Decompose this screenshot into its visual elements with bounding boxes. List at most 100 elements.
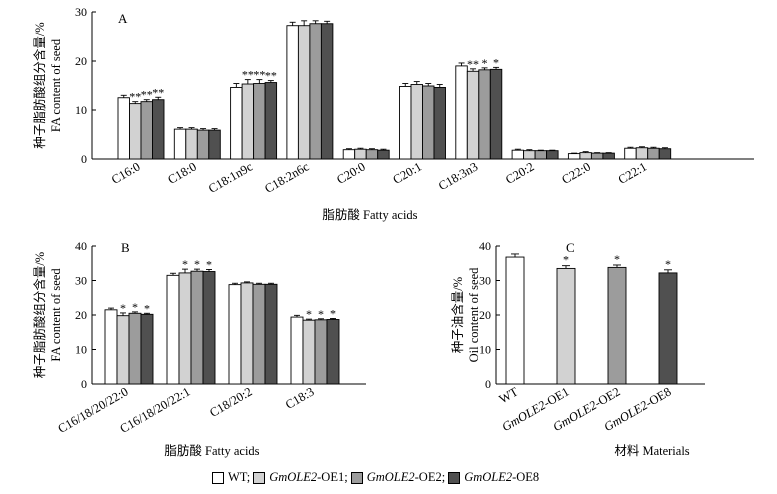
bar bbox=[579, 152, 592, 160]
bar bbox=[117, 97, 130, 160]
bar bbox=[196, 129, 210, 160]
legend: WT; GmOLE2 -OE1; GmOLE2 -OE2; GmOLE2 -OE8 bbox=[212, 470, 542, 485]
category-label: C22:0 bbox=[559, 159, 592, 186]
category-label: C22:1 bbox=[616, 159, 649, 186]
bar bbox=[314, 319, 328, 385]
y-axis-title-cn: 种子油含量/% bbox=[450, 277, 465, 353]
legend-label: WT; bbox=[228, 470, 251, 484]
y-tick-label: 10 bbox=[479, 343, 491, 357]
bar bbox=[433, 87, 446, 160]
bar bbox=[546, 150, 559, 160]
bar bbox=[128, 312, 142, 385]
panel-label: A bbox=[118, 11, 128, 26]
significance-mark: * bbox=[194, 257, 200, 271]
y-tick-label: 40 bbox=[479, 239, 491, 253]
legend-label: GmOLE2 bbox=[269, 470, 318, 484]
significance-mark: ** bbox=[141, 88, 153, 102]
legend-swatch bbox=[448, 471, 461, 484]
bar bbox=[590, 152, 604, 160]
bar bbox=[534, 150, 548, 160]
bar bbox=[252, 283, 266, 385]
significance-mark: * bbox=[306, 307, 312, 321]
category-label: C18:2n6c bbox=[262, 159, 311, 196]
significance-mark: * bbox=[493, 55, 499, 69]
category-label: WT bbox=[497, 384, 521, 406]
bar bbox=[190, 270, 204, 385]
significance-mark: * bbox=[206, 257, 212, 271]
bar bbox=[290, 316, 304, 385]
bar bbox=[455, 65, 468, 160]
bar bbox=[116, 315, 130, 385]
y-axis-title-en: Oil content of seed bbox=[467, 267, 481, 363]
legend-swatch bbox=[253, 471, 266, 484]
category-label: C16/18/20/22:1 bbox=[118, 384, 193, 435]
bar bbox=[422, 85, 435, 160]
category-label: C18:0 bbox=[165, 159, 198, 186]
y-tick-label: 30 bbox=[75, 274, 87, 288]
bar bbox=[505, 256, 525, 385]
category-label: C18:3n3 bbox=[436, 159, 480, 193]
bar bbox=[354, 148, 367, 160]
significance-mark: ** bbox=[242, 68, 254, 82]
bar bbox=[567, 153, 581, 160]
significance-mark: * bbox=[563, 253, 569, 267]
bar bbox=[140, 101, 153, 160]
significance-mark: * bbox=[132, 300, 138, 314]
y-axis-title-cn: 种子脂肪酸组分含量/% bbox=[32, 22, 47, 148]
legend-item: GmOLE2 -OE1; bbox=[253, 470, 348, 485]
y-axis-title-cn: 种子脂肪酸组分含量/% bbox=[32, 252, 47, 378]
y-tick-label: 30 bbox=[479, 274, 491, 288]
bar bbox=[309, 23, 322, 160]
x-axis-title: 材料 Materials bbox=[614, 444, 689, 458]
panel-C: 0 10 20 30 40 C 种子油含量/% Oil content of seed 材料 M… bbox=[450, 239, 705, 458]
bar bbox=[264, 283, 278, 385]
significance-mark: * bbox=[120, 301, 126, 315]
bar bbox=[607, 266, 627, 385]
x-axis-title: 脂肪酸 Fatty acids bbox=[322, 207, 417, 222]
bar bbox=[658, 148, 672, 160]
category-label: C20:0 bbox=[334, 159, 367, 186]
legend-item: GmOLE2 -OE2; bbox=[350, 470, 446, 485]
bar bbox=[326, 319, 340, 385]
bar bbox=[635, 147, 649, 160]
legend-swatch bbox=[350, 471, 363, 484]
category-label: C18:3 bbox=[283, 384, 316, 411]
bar bbox=[489, 68, 503, 160]
y-tick-label: 10 bbox=[75, 103, 87, 117]
bar bbox=[302, 319, 316, 385]
y-tick-label: 20 bbox=[75, 308, 87, 322]
y-tick-label: 10 bbox=[75, 343, 87, 357]
y-tick-label: 40 bbox=[75, 239, 87, 253]
bar bbox=[228, 284, 242, 385]
bar bbox=[253, 83, 266, 160]
bar bbox=[523, 150, 536, 160]
category-label: C20:1 bbox=[391, 159, 424, 186]
bar bbox=[185, 128, 198, 160]
bar bbox=[104, 309, 118, 385]
y-tick-label: 0 bbox=[485, 377, 491, 391]
bar bbox=[178, 272, 192, 385]
bar bbox=[166, 274, 180, 385]
panel-label: C bbox=[566, 240, 575, 255]
bar bbox=[377, 149, 390, 160]
bar bbox=[602, 152, 615, 160]
y-axis-title-en: FA content of seed bbox=[49, 38, 63, 132]
bar bbox=[297, 25, 311, 160]
category-label: C18:1n9c bbox=[206, 159, 255, 196]
bar bbox=[556, 267, 576, 385]
bar bbox=[511, 149, 525, 160]
y-tick-label: 20 bbox=[75, 54, 87, 68]
legend-label: GmOLE2 bbox=[366, 470, 415, 484]
legend-item: GmOLE2 -OE8 bbox=[448, 470, 539, 485]
legend-label: GmOLE2 bbox=[464, 470, 513, 484]
bar bbox=[478, 69, 491, 160]
bar bbox=[365, 149, 379, 160]
bar bbox=[466, 70, 480, 160]
bar bbox=[286, 25, 299, 160]
legend-label: -OE2; bbox=[414, 470, 446, 484]
bar bbox=[129, 103, 142, 160]
significance-mark: * bbox=[614, 252, 620, 266]
bar bbox=[208, 129, 221, 160]
legend-label: -OE1; bbox=[317, 470, 348, 484]
